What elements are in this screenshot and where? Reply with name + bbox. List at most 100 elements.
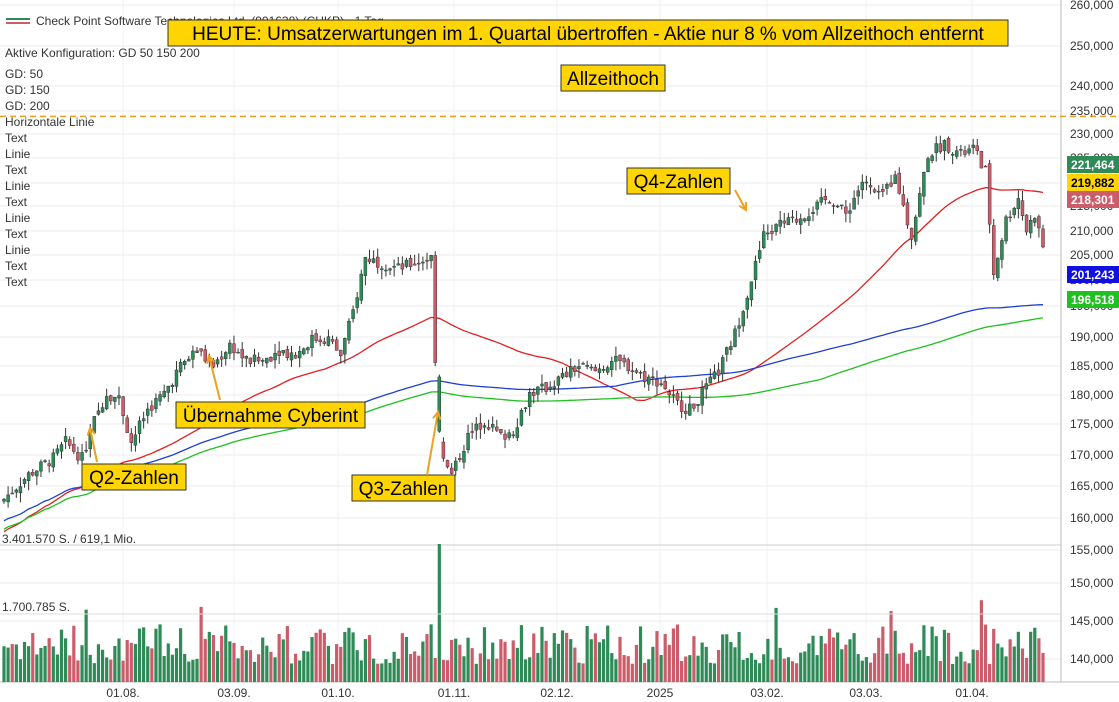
candle-body [560,373,565,378]
volume-bar [523,659,528,682]
candle-body [963,150,967,155]
volume-bar [55,654,59,682]
candle-body [458,458,462,461]
volume-bar [113,645,117,682]
volume-bar [174,648,179,682]
candle-body [872,189,877,193]
volume-bar [540,626,544,682]
candle-body [745,297,750,310]
annotation-bg [175,401,366,429]
volume-bar [281,639,285,682]
volume-bar [671,628,675,682]
candle-body [1028,220,1033,234]
volume-bar [942,629,947,682]
volume-bar [741,659,745,682]
candle-body [449,467,454,474]
price-badge-bg [1067,191,1119,208]
candle-body [84,449,88,452]
candle-body [659,383,663,385]
candle-body [109,395,113,402]
annotation-bg [351,474,456,502]
candle-body [901,194,906,206]
candle-body [380,268,384,270]
volume-bar [643,662,647,682]
volume-bar [154,628,158,682]
volume-bar [466,637,470,682]
volume-bar [737,631,741,682]
candle-body [716,369,721,376]
volume-bar [211,635,216,682]
candle-body [343,338,347,355]
x-tick-label: 2025 [647,686,674,700]
volume-bar [298,660,302,682]
volume-bar [437,544,441,682]
candle-body [261,360,265,362]
gd50-line [3,187,1044,533]
y-tick-label: 175,000 [1070,417,1114,431]
volume-bar [236,658,240,682]
volume-bar [445,660,450,682]
volume-bar [618,636,622,682]
volume-bar [831,637,836,682]
candle-body [318,339,322,343]
candle-body [92,416,97,433]
candle-body [626,359,630,372]
candle-body [942,140,947,152]
candle-body [938,143,943,153]
volume-bar [376,663,380,682]
tool-item: Text [5,163,28,177]
candle-body [72,444,76,452]
volume-bar [248,650,253,682]
candle-body [819,197,823,203]
x-tick-label: 02.12. [540,686,573,700]
volume-bar [228,641,232,682]
candle-body [782,220,786,224]
tool-item: Text [5,131,28,145]
candle-body [774,224,778,232]
annotation-arrow [734,189,747,211]
candle-body [96,410,101,415]
volume-bar [815,655,819,682]
volume-bar [343,632,347,682]
volume-bar [680,661,684,682]
volume-bar [868,662,873,682]
volume-bar [273,657,277,682]
candle-body [983,165,988,168]
ma-label: GD: 150 [5,83,50,97]
y-axis: 260,000250,000240,000235,000230,000225,0… [1070,0,1114,666]
tool-item: Text [5,195,28,209]
y-tick-label: 140,000 [1070,652,1114,666]
volume-bar [655,631,659,682]
volume-bar [96,644,101,682]
candle-body [55,448,60,454]
volume-bar [770,659,774,682]
volume-bar [478,653,482,682]
volume-bar [589,639,593,682]
volume-bar [2,646,6,682]
candle-body [22,479,27,484]
volume-bar [922,625,926,682]
annotation-text: Allzeithoch [567,69,659,90]
volume-bar [1024,657,1029,682]
candle-body [1016,198,1021,209]
annotation-box: Q4-Zahlen [626,167,731,195]
volume-bar [491,642,495,682]
y-tick-label: 260,000 [1070,0,1114,12]
candle-body [359,273,363,301]
volume-bar [934,636,938,682]
volume-bar [293,653,298,682]
volume-bar [951,663,955,682]
candle-body [905,202,910,226]
annotation-box: HEUTE: Umsatzerwartungen im 1. Quartal ü… [167,19,1009,47]
volume-bar [404,637,409,682]
volume-bar [191,659,195,682]
candle-body [256,356,261,362]
candle-body [154,398,158,409]
candle-body [425,259,429,262]
candle-body [404,259,409,267]
volume-bar [581,663,585,682]
candle-body [684,410,688,414]
candle-body [236,351,240,354]
volume-bar [183,653,187,682]
price-badge: 219,882 [1067,174,1119,191]
